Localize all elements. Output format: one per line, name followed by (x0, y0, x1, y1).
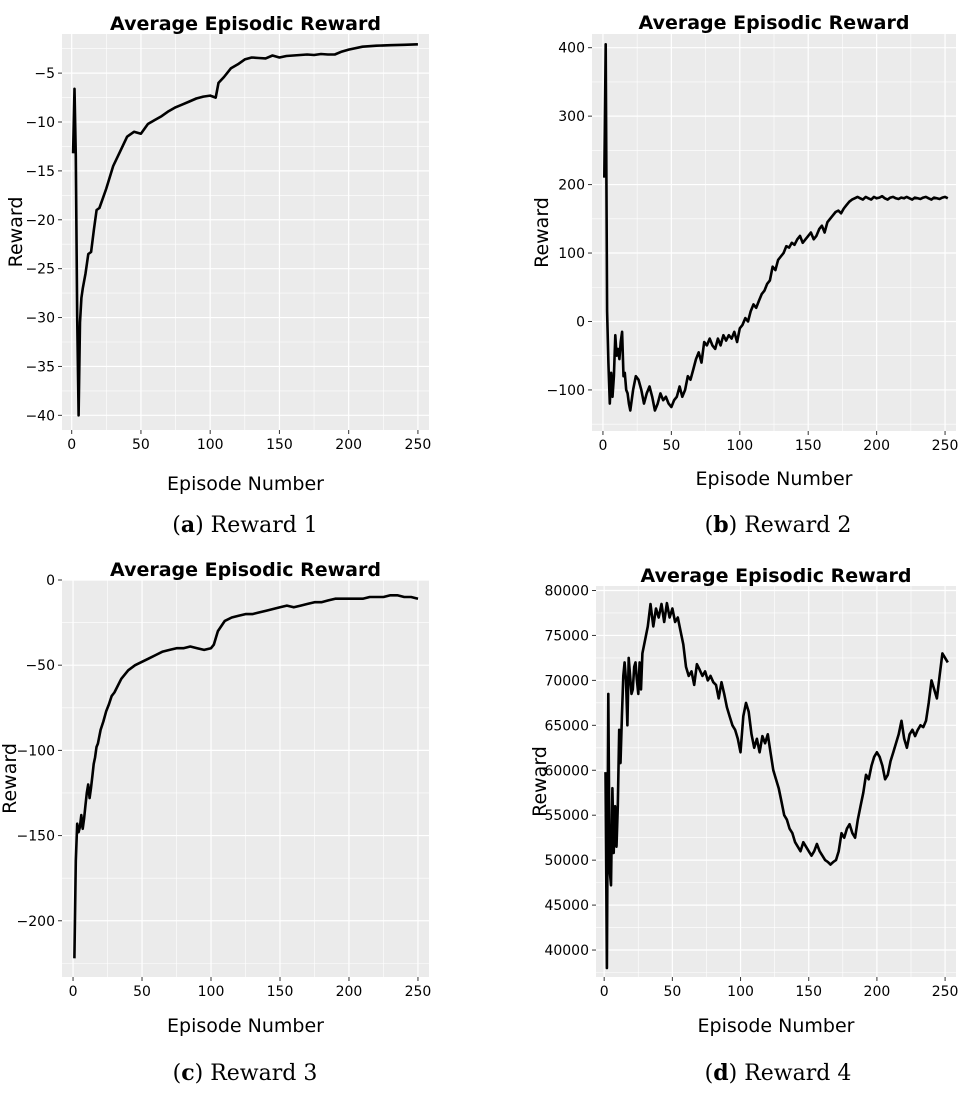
x-tick-label: 100 (727, 984, 754, 1000)
y-axis-label-d: Reward (529, 746, 551, 817)
caption-b: (b) Reward 2 (705, 512, 852, 538)
caption-d: (d) Reward 4 (705, 1060, 852, 1086)
y-tick-label: −40 (25, 408, 55, 424)
y-tick-label: 75000 (544, 628, 589, 644)
series-line-d (604, 601, 949, 970)
y-tick-label: −35 (25, 359, 55, 375)
y-tick-label: 50000 (544, 853, 589, 869)
y-tick-label: 100 (558, 246, 585, 262)
y-tick-label: 55000 (544, 808, 589, 824)
y-tick-label: −150 (17, 829, 55, 845)
x-tick-label: 250 (932, 438, 959, 454)
y-tick-label: −25 (25, 262, 55, 278)
y-tick-label: −50 (25, 658, 55, 674)
gridlines-d (596, 586, 956, 977)
ticks-b: 0 50 100 150 200 250 −100 0 100 200 300 400 (547, 41, 959, 454)
series-line-b (603, 43, 949, 412)
gridlines-a (62, 34, 429, 430)
caption-b-text: Reward 2 (744, 513, 851, 538)
x-tick-label: 200 (336, 984, 363, 1000)
chart-title-c: Average Episodic Reward (110, 559, 381, 581)
x-axis-label-b: Episode Number (696, 468, 853, 490)
plot-background-a (62, 34, 429, 430)
y-tick-label: 300 (558, 109, 585, 125)
x-tick-label: 100 (726, 438, 753, 454)
chart-panel-a: 0 50 100 150 200 250 −40 −35 −30 −25 −20 −15 −10 −5 Av… (5, 13, 431, 495)
x-tick-label: 100 (198, 984, 225, 1000)
svg-text:(b) Reward 2: (b) Reward 2 (705, 512, 852, 538)
y-tick-label: 70000 (544, 673, 589, 689)
x-tick-label: 50 (662, 438, 680, 454)
caption-d-letter: d (713, 1060, 728, 1086)
x-tick-label: 150 (267, 984, 294, 1000)
y-tick-label: 65000 (544, 718, 589, 734)
y-tick-label: −5 (34, 66, 55, 82)
series-line-a (71, 43, 418, 417)
x-tick-label: 150 (795, 984, 822, 1000)
caption-a-letter: a (181, 512, 195, 538)
chart-panel-b: 0 50 100 150 200 250 −100 0 100 200 300 400 Average … (531, 12, 958, 490)
y-tick-label: −100 (17, 743, 55, 759)
x-tick-label: 50 (663, 984, 681, 1000)
x-tick-label: 250 (932, 984, 959, 1000)
ticks-d: 0 50 100 150 200 250 40000 45000 50000 55000 60000… (544, 583, 958, 1000)
y-tick-label: −20 (25, 213, 55, 229)
x-axis-label-a: Episode Number (167, 473, 324, 495)
y-axis-label-b: Reward (531, 197, 553, 268)
caption-c: (c) Reward 3 (173, 1060, 318, 1086)
x-tick-label: 150 (795, 438, 822, 454)
chart-panel-c: 0 50 100 150 200 250 0 −50 −100 −150 −200 Average E… (0, 559, 431, 1037)
y-tick-label: 200 (558, 178, 585, 194)
x-tick-label: 250 (405, 984, 432, 1000)
y-tick-label: 40000 (544, 943, 589, 959)
caption-b-letter: b (713, 512, 728, 538)
x-tick-label: 200 (864, 984, 891, 1000)
chart-panels: 0 50 100 150 200 250 −40 −35 −30 −25 −20 −15 −10 −5 Av… (0, 12, 958, 1037)
caption-a-text: Reward 1 (211, 513, 318, 538)
y-tick-label: −10 (25, 115, 55, 131)
y-tick-label: 80000 (544, 583, 589, 599)
y-tick-label: 0 (46, 573, 55, 589)
y-tick-label: 400 (558, 41, 585, 57)
series-line-c (73, 594, 419, 959)
y-tick-label: 45000 (544, 898, 589, 914)
svg-text:(a) Reward 1: (a) Reward 1 (172, 512, 318, 538)
svg-text:(c) Reward 3: (c) Reward 3 (173, 1060, 318, 1086)
x-tick-label: 0 (69, 984, 78, 1000)
chart-title-b: Average Episodic Reward (639, 12, 910, 34)
caption-d-text: Reward 4 (744, 1061, 851, 1086)
caption-c-text: Reward 3 (210, 1061, 317, 1086)
x-tick-label: 0 (598, 438, 607, 454)
x-tick-label: 0 (67, 437, 76, 453)
y-tick-label: −100 (547, 383, 585, 399)
x-axis-label-c: Episode Number (167, 1015, 324, 1037)
ticks-c: 0 50 100 150 200 250 0 −50 −100 −150 −200 (17, 573, 432, 1000)
x-tick-label: 50 (132, 437, 150, 453)
caption-c-letter: c (181, 1060, 194, 1086)
ticks-a: 0 50 100 150 200 250 −40 −35 −30 −25 −20 −15 −10 −5 (25, 66, 431, 453)
gridlines-b (592, 34, 956, 431)
chart-panel-d: 0 50 100 150 200 250 40000 45000 50000 55000 60000… (529, 565, 958, 1037)
chart-title-a: Average Episodic Reward (110, 13, 381, 35)
x-tick-label: 200 (335, 437, 362, 453)
svg-text:(d) Reward 4: (d) Reward 4 (705, 1060, 852, 1086)
y-axis-label-c: Reward (0, 743, 21, 814)
y-tick-label: 60000 (544, 763, 589, 779)
x-tick-label: 150 (266, 437, 293, 453)
y-tick-label: −200 (17, 914, 55, 930)
x-tick-label: 0 (600, 984, 609, 1000)
y-tick-label: −15 (25, 164, 55, 180)
x-axis-label-d: Episode Number (698, 1015, 855, 1037)
x-tick-label: 100 (197, 437, 224, 453)
y-axis-label-a: Reward (5, 197, 27, 268)
caption-a: (a) Reward 1 (172, 512, 318, 538)
y-tick-label: −30 (25, 311, 55, 327)
x-tick-label: 200 (863, 438, 890, 454)
chart-title-d: Average Episodic Reward (641, 565, 912, 587)
x-tick-label: 250 (405, 437, 432, 453)
x-tick-label: 50 (133, 984, 151, 1000)
y-tick-label: 0 (576, 314, 585, 330)
